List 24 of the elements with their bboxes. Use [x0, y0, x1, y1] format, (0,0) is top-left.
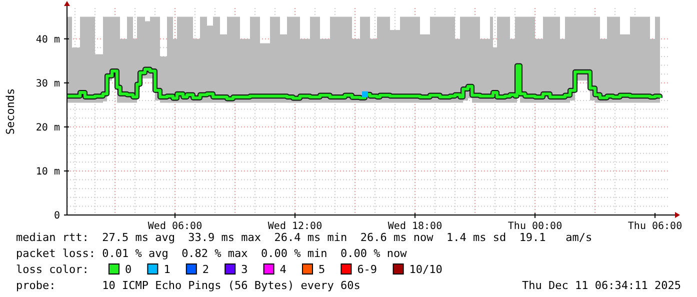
- y-tick-label: 10 m: [36, 166, 60, 178]
- legend-label: 4: [280, 263, 287, 276]
- y-tick-label: 40 m: [36, 34, 60, 46]
- x-tick-label: Wed 12:00: [268, 221, 322, 232]
- legend-label: 6-9: [357, 263, 378, 276]
- y-tick-label: 0: [54, 210, 60, 222]
- x-tick-label: Thu 06:00: [628, 221, 682, 232]
- legend-label: 10/10: [409, 263, 442, 276]
- legend-label: 0: [125, 263, 132, 276]
- y-tick-label: 20 m: [36, 122, 60, 134]
- x-tick-label: Wed 06:00: [148, 221, 202, 232]
- x-tick-label: Wed 18:00: [388, 221, 442, 232]
- legend-title: loss color:: [16, 263, 89, 276]
- text: median rtt: 27.5 ms avg 33.9 ms max 26.4 ms min 26.6 ms now 1.4 ms sd 19.1 am/s: [16, 231, 592, 244]
- x-tick-label: Thu 00:00: [508, 221, 562, 232]
- legend-label: 2: [202, 263, 210, 276]
- legend-label: 3: [241, 263, 248, 276]
- legend-label: 1: [164, 263, 170, 276]
- y-axis-title: Seconds: [4, 88, 17, 135]
- y-tick-label: 30 m: [36, 78, 60, 90]
- legend-label: 5: [318, 263, 326, 276]
- text: probe: 10 ICMP Echo Pings (56 Bytes) every 60s: [16, 279, 360, 292]
- text: Thu Dec 11 06:34:11 2025: [522, 279, 681, 292]
- text: packet loss: 0.01 % avg 0.82 % max 0.00 % min 0.00 % now: [16, 247, 408, 260]
